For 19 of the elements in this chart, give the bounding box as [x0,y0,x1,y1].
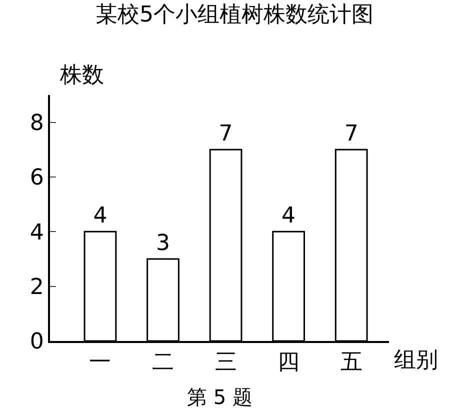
chart-title: 某校5个小组植树株数统计图 [96,2,374,28]
data-label: 7 [218,122,233,147]
data-label: 4 [282,204,296,229]
y-tick-label: 0 [30,330,44,355]
y-tick-label: 8 [30,111,44,136]
x-tick-label: 五 [340,350,362,376]
text: 第 5 题 [187,385,252,409]
data-label: 3 [156,231,170,256]
y-tick-label: 2 [30,275,44,300]
x-tick-label: 一 [89,350,112,376]
y-axis-title: 株数 [59,63,104,88]
y-tick-label: 4 [30,220,44,246]
x-tick-label: 三 [214,350,237,376]
x-axis-title: 组别 [394,348,438,373]
x-tick-label: 二 [152,350,174,376]
data-label: 7 [344,122,358,147]
x-tick-label: 四 [278,350,300,376]
data-label: 4 [93,204,108,229]
y-tick-label: 6 [30,166,44,191]
